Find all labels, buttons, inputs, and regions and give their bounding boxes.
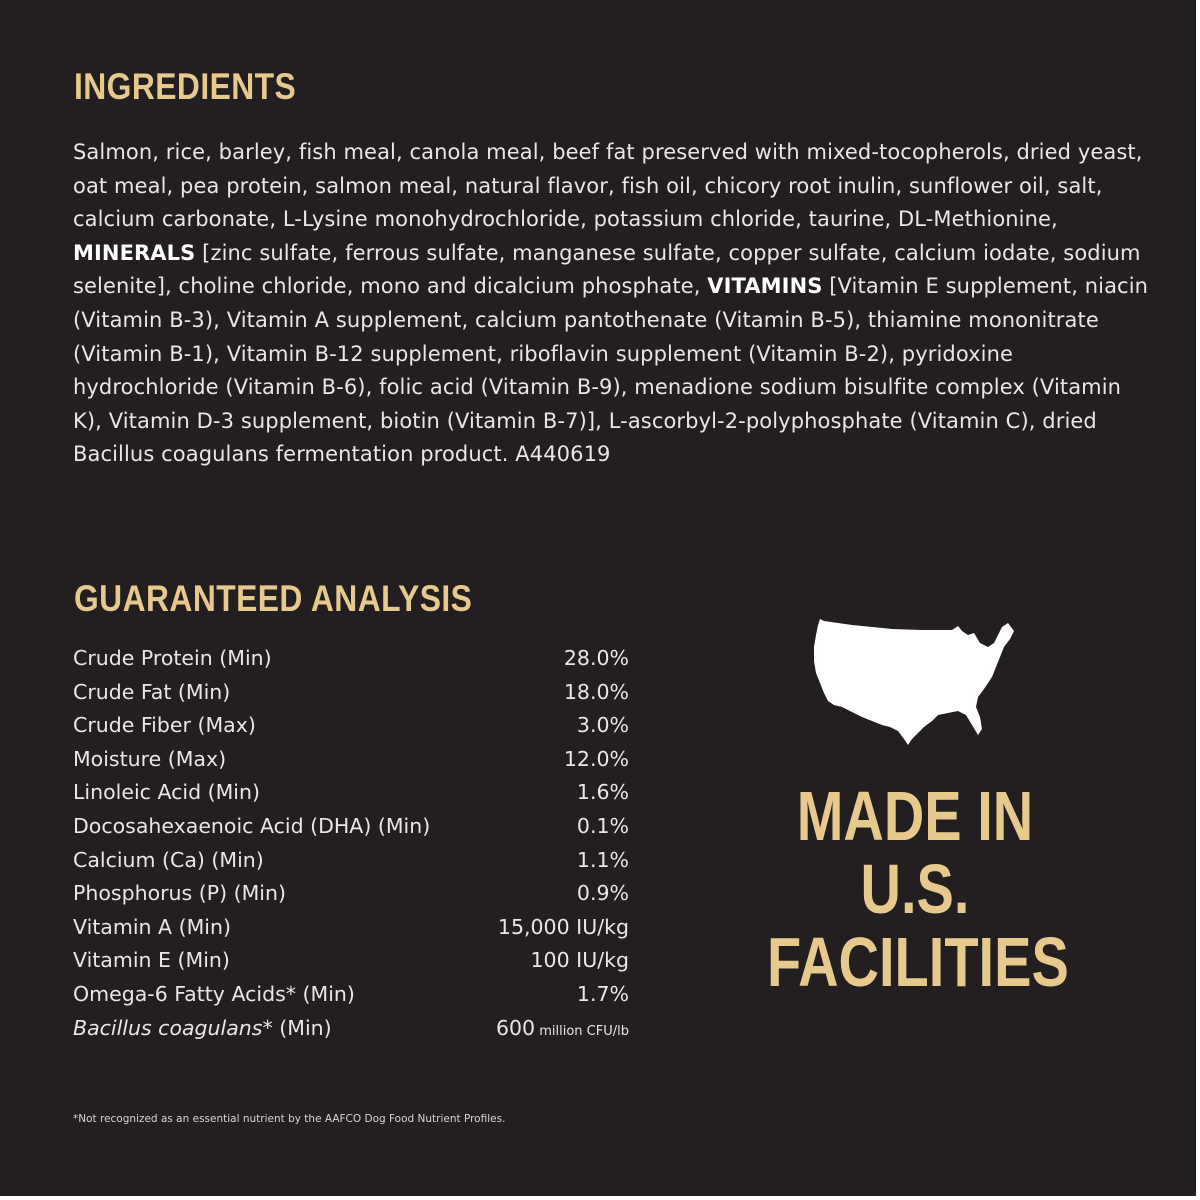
table-row: Phosphorus (P) (Min) 0.9% (73, 881, 629, 915)
table-row: Crude Protein (Min) 28.0% (73, 646, 629, 680)
table-row: Crude Fiber (Max) 3.0% (73, 713, 629, 747)
badge-line-1: MADE IN (796, 777, 1034, 855)
nutrient-value-main: 600 (495, 1015, 536, 1040)
table-row: Vitamin E (Min) 100 IU/kg (73, 948, 629, 982)
nutrient-name: Crude Fiber (Max) (73, 713, 256, 738)
nutrient-value: 600 million CFU/lb (496, 1016, 629, 1040)
ingredients-text-part-2: [zinc sulfate, ferrous sulfate, manganes… (73, 240, 1141, 299)
nutrient-name-italic: Bacillus coagulans (73, 1015, 263, 1040)
badge-line-2: U.S. (860, 850, 970, 928)
table-row: Bacillus coagulans* (Min) 600 million CF… (73, 1016, 629, 1050)
nutrient-value: 0.1% (576, 813, 629, 838)
badge-line-3: FACILITIES (767, 923, 1069, 1001)
nutrient-name: Crude Protein (Min) (73, 646, 272, 670)
nutrient-value: 3.0% (576, 713, 629, 738)
table-row: Docosahexaenoic Acid (DHA) (Min) 0.1% (73, 814, 629, 848)
minerals-label: MINERALS (73, 240, 196, 265)
nutrient-value: 1.6% (576, 780, 629, 805)
table-row: Moisture (Max) 12.0% (73, 747, 629, 781)
nutrient-value: 100 IU/kg (530, 948, 630, 973)
nutrient-name: Moisture (Max) (73, 746, 227, 771)
table-row: Crude Fat (Min) 18.0% (73, 680, 629, 714)
nutrient-name: Docosahexaenoic Acid (DHA) (Min) (73, 813, 431, 838)
table-row: Calcium (Ca) (Min) 1.1% (73, 848, 629, 882)
footnote: *Not recognized as an essential nutrient… (73, 1113, 506, 1125)
nutrient-name: Linoleic Acid (Min) (73, 780, 260, 805)
nutrient-value: 1.1% (576, 847, 629, 872)
table-row: Omega-6 Fatty Acids* (Min) 1.7% (73, 982, 629, 1016)
nutrient-value-unit: million CFU/lb (535, 1023, 629, 1039)
nutrient-name: Crude Fat (Min) (73, 679, 231, 704)
nutrient-name: Vitamin E (Min) (73, 948, 230, 973)
ingredients-text-part-3: [Vitamin E supplement, niacin (Vitamin B… (73, 274, 1149, 467)
nutrient-value: 18.0% (563, 679, 629, 704)
nutrient-name: Vitamin A (Min) (73, 914, 231, 939)
usa-map-icon (814, 619, 1014, 745)
made-in-usa-badge: MADE IN U.S. FACILITIES (730, 780, 1100, 999)
nutrient-name-rest: * (Min) (262, 1015, 332, 1040)
nutrient-value: 28.0% (563, 646, 629, 670)
table-row: Vitamin A (Min) 15,000 IU/kg (73, 915, 629, 949)
ingredients-text-part-1: Salmon, rice, barley, fish meal, canola … (73, 140, 1143, 232)
nutrient-value: 1.7% (576, 981, 629, 1006)
table-row: Linoleic Acid (Min) 1.6% (73, 780, 629, 814)
nutrient-name: Calcium (Ca) (Min) (73, 847, 264, 872)
nutrient-name: Phosphorus (P) (Min) (73, 881, 286, 906)
ingredients-text: Salmon, rice, barley, fish meal, canola … (73, 136, 1153, 472)
vitamins-label: VITAMINS (707, 274, 823, 299)
nutrient-name: Omega-6 Fatty Acids* (Min) (73, 981, 355, 1006)
nutrient-value: 0.9% (576, 881, 629, 906)
guaranteed-analysis-table: Crude Protein (Min) 28.0% Crude Fat (Min) 1… (73, 646, 629, 1049)
nutrient-value: 15,000 IU/kg (497, 914, 629, 939)
guaranteed-analysis-heading: GUARANTEED ANALYSIS (74, 578, 473, 619)
ingredients-heading: INGREDIENTS (74, 66, 297, 107)
nutrient-value: 12.0% (563, 746, 629, 771)
nutrient-name: Bacillus coagulans* (Min) (73, 1016, 332, 1040)
